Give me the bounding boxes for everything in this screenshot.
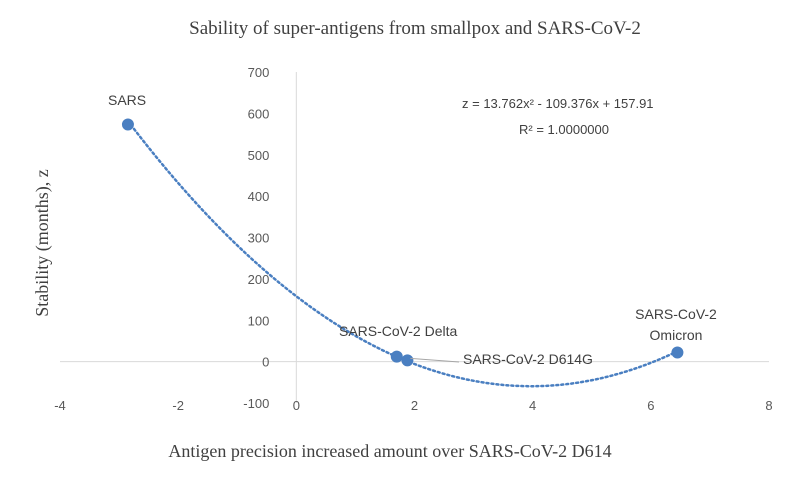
x-tick-label: 6 (647, 398, 654, 413)
axes: -100 0 100 200 300 400 500 600 700 -4 -2 0 2 4 6 8 (54, 65, 772, 413)
x-tick-label: -2 (172, 398, 184, 413)
data-points (121, 118, 684, 367)
leader-line (410, 357, 460, 363)
y-axis-title: Stability (months), z (32, 169, 53, 317)
y-tick-label: 500 (248, 148, 270, 163)
x-tick-label: 4 (529, 398, 536, 413)
data-point (390, 350, 403, 363)
y-tick-label: 300 (248, 231, 270, 246)
point-labels: SARS SARS-CoV-2 Delta SARS-CoV-2 D614G SARS… (108, 92, 717, 367)
y-tick-label: 100 (248, 313, 270, 328)
data-point (401, 354, 414, 367)
y-tick-label: -100 (243, 396, 269, 411)
trendline (126, 119, 679, 388)
y-tick-label: 0 (262, 355, 269, 370)
x-tick-label: 2 (411, 398, 418, 413)
r-squared-label: R² = 1.0000000 (519, 122, 609, 137)
point-label: SARS-CoV-2 D614G (463, 351, 593, 367)
point-label: SARS (108, 92, 146, 108)
y-tick-label: 400 (248, 189, 270, 204)
y-tick-label: 700 (248, 65, 270, 80)
data-point (121, 118, 134, 131)
y-tick-label: 200 (248, 272, 270, 287)
data-point (671, 346, 684, 359)
trendline-equation: z = 13.762x² - 109.376x + 157.91 (462, 96, 654, 111)
x-tick-label: 8 (765, 398, 772, 413)
x-axis-title: Antigen precision increased amount over … (168, 441, 611, 461)
x-tick-label: -4 (54, 398, 66, 413)
point-label: SARS-CoV-2 Omicron (635, 306, 717, 343)
x-tick-label: 0 (293, 398, 300, 413)
chart-title: Sability of super-antigens from smallpox… (189, 18, 641, 39)
y-tick-label: 600 (248, 106, 270, 121)
point-label: SARS-CoV-2 Delta (339, 323, 457, 339)
